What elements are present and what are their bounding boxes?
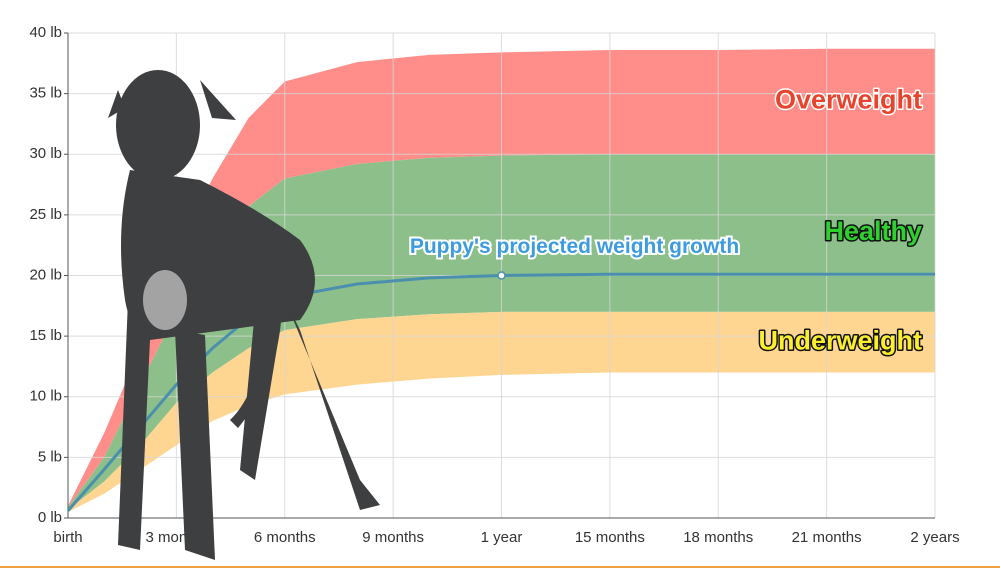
y-tick-label: 15 lb bbox=[29, 327, 62, 344]
line-label: Puppy's projected weight growth bbox=[410, 235, 739, 258]
band-label: Underweight bbox=[758, 325, 922, 355]
x-tick-label: 1 year bbox=[481, 529, 523, 546]
x-tick-label: 18 months bbox=[683, 529, 753, 546]
band-label: Healthy bbox=[824, 216, 922, 246]
x-tick-label: 9 months bbox=[362, 529, 424, 546]
y-tick-label: 30 lb bbox=[29, 145, 62, 162]
growth-line bbox=[66, 272, 935, 512]
x-tick-label: 15 months bbox=[575, 529, 645, 546]
y-tick-label: 35 lb bbox=[29, 85, 62, 102]
growth-point bbox=[497, 271, 506, 280]
dog-photo bbox=[108, 70, 380, 560]
x-tick-label: 6 months bbox=[254, 529, 316, 546]
y-tick-label: 10 lb bbox=[29, 388, 62, 405]
y-tick-label: 0 lb bbox=[38, 509, 62, 526]
x-tick-label: birth bbox=[53, 529, 82, 546]
y-tick-label: 20 lb bbox=[29, 266, 62, 283]
y-tick-label: 25 lb bbox=[29, 206, 62, 223]
band-label: Overweight bbox=[775, 85, 922, 115]
y-tick-label: 40 lb bbox=[29, 24, 62, 41]
y-tick-label: 5 lb bbox=[38, 448, 62, 465]
x-tick-label: 2 years bbox=[910, 529, 959, 546]
x-tick-label: 21 months bbox=[792, 529, 862, 546]
